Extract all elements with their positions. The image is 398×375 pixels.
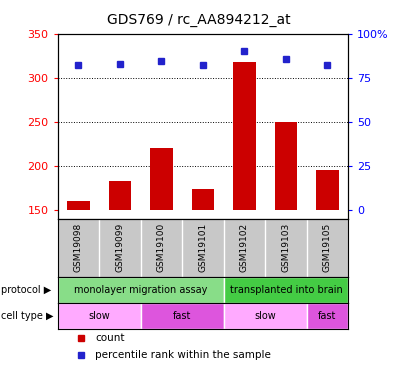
Bar xyxy=(150,148,173,210)
Bar xyxy=(191,189,215,210)
Text: GSM19105: GSM19105 xyxy=(323,223,332,273)
Text: GSM19102: GSM19102 xyxy=(240,223,249,272)
Text: GSM19100: GSM19100 xyxy=(157,223,166,273)
Text: fast: fast xyxy=(318,311,337,321)
Text: transplanted into brain: transplanted into brain xyxy=(230,285,342,295)
Text: slow: slow xyxy=(254,311,276,321)
Text: GSM19099: GSM19099 xyxy=(115,223,125,273)
Bar xyxy=(224,303,307,329)
Bar xyxy=(316,170,339,210)
Text: GSM19103: GSM19103 xyxy=(281,223,291,273)
Bar xyxy=(58,303,141,329)
Text: count: count xyxy=(96,333,125,343)
Text: GSM19098: GSM19098 xyxy=(74,223,83,273)
Bar xyxy=(275,122,297,210)
Bar xyxy=(224,277,348,303)
Bar xyxy=(58,277,224,303)
Text: slow: slow xyxy=(88,311,110,321)
Bar xyxy=(109,181,131,210)
Text: GSM19101: GSM19101 xyxy=(199,223,207,273)
Text: GDS769 / rc_AA894212_at: GDS769 / rc_AA894212_at xyxy=(107,13,291,27)
Text: fast: fast xyxy=(173,311,191,321)
Bar xyxy=(67,201,90,210)
Text: monolayer migration assay: monolayer migration assay xyxy=(74,285,207,295)
Bar xyxy=(307,303,348,329)
Bar xyxy=(233,62,256,210)
Text: protocol ▶: protocol ▶ xyxy=(1,285,51,295)
Text: cell type ▶: cell type ▶ xyxy=(1,311,53,321)
Text: percentile rank within the sample: percentile rank within the sample xyxy=(96,350,271,360)
Bar xyxy=(141,303,224,329)
